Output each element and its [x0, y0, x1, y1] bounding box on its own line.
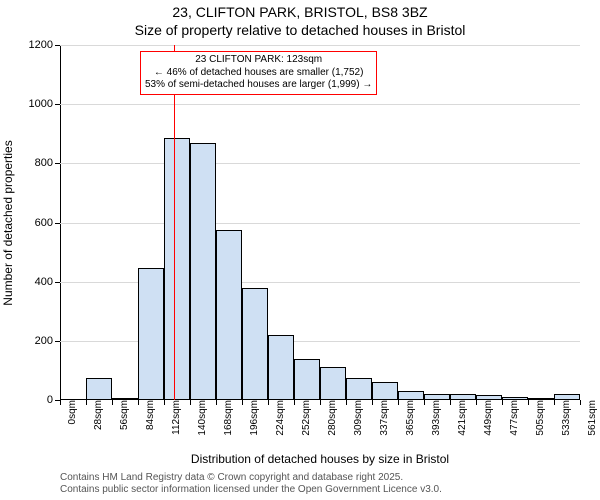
x-tick-label: 421sqm [453, 400, 468, 436]
histogram-bar [398, 391, 424, 400]
y-tick-label: 600 [35, 217, 60, 229]
chart-title: 23, CLIFTON PARK, BRISTOL, BS8 3BZ Size … [0, 4, 600, 39]
histogram-bar [242, 288, 268, 400]
x-tick [476, 400, 477, 405]
x-tick [242, 400, 243, 405]
y-tick-label: 800 [35, 157, 60, 169]
x-axis-title: Distribution of detached houses by size … [60, 452, 580, 466]
y-tick-label: 1000 [29, 98, 60, 110]
chart-container: 23, CLIFTON PARK, BRISTOL, BS8 3BZ Size … [0, 0, 600, 500]
footer-line-1: Contains HM Land Registry data © Crown c… [60, 472, 442, 484]
x-tick [190, 400, 191, 405]
x-tick-label: 505sqm [531, 400, 546, 436]
y-tick-label: 1200 [29, 39, 60, 51]
grid-line [60, 45, 580, 46]
histogram-bar [138, 268, 164, 400]
x-tick-label: 28sqm [89, 400, 104, 430]
x-tick [164, 400, 165, 405]
y-axis-title: Number of detached properties [1, 140, 15, 305]
plot-area: 0200400600800100012000sqm28sqm56sqm84sqm… [60, 45, 580, 400]
x-tick [502, 400, 503, 405]
x-tick [450, 400, 451, 405]
title-line-1: 23, CLIFTON PARK, BRISTOL, BS8 3BZ [0, 4, 600, 22]
histogram-bar [268, 335, 294, 400]
title-line-2: Size of property relative to detached ho… [0, 22, 600, 40]
histogram-bar [294, 359, 320, 400]
grid-line [60, 223, 580, 224]
x-tick [138, 400, 139, 405]
x-tick-label: 365sqm [401, 400, 416, 436]
x-tick-label: 168sqm [219, 400, 234, 436]
reference-line [174, 45, 175, 400]
x-tick-label: 224sqm [271, 400, 286, 436]
x-tick [216, 400, 217, 405]
attribution-footer: Contains HM Land Registry data © Crown c… [60, 472, 442, 496]
x-tick [580, 400, 581, 405]
x-tick [60, 400, 61, 405]
annotation-line: 53% of semi-detached houses are larger (… [145, 79, 372, 92]
histogram-bar [190, 143, 216, 400]
x-tick-label: 449sqm [479, 400, 494, 436]
annotation-line: 23 CLIFTON PARK: 123sqm [145, 54, 372, 67]
histogram-bar [86, 378, 112, 400]
grid-line [60, 104, 580, 105]
x-tick-label: 337sqm [375, 400, 390, 436]
x-tick-label: 561sqm [583, 400, 598, 436]
x-tick-label: 0sqm [63, 400, 78, 424]
x-tick [112, 400, 113, 405]
histogram-bar [346, 378, 372, 400]
annotation-line: ← 46% of detached houses are smaller (1,… [145, 67, 372, 80]
y-tick-label: 400 [35, 276, 60, 288]
histogram-bar [164, 138, 190, 400]
x-tick [372, 400, 373, 405]
x-tick [86, 400, 87, 405]
x-tick [398, 400, 399, 405]
x-tick [320, 400, 321, 405]
x-tick-label: 477sqm [505, 400, 520, 436]
grid-line [60, 163, 580, 164]
x-tick-label: 84sqm [141, 400, 156, 430]
x-tick [346, 400, 347, 405]
x-tick-label: 140sqm [193, 400, 208, 436]
x-tick-label: 196sqm [245, 400, 260, 436]
y-tick-label: 0 [47, 394, 60, 406]
x-tick-label: 280sqm [323, 400, 338, 436]
histogram-bar [216, 230, 242, 400]
x-tick-label: 112sqm [167, 400, 182, 435]
x-tick-label: 252sqm [297, 400, 312, 436]
x-tick [554, 400, 555, 405]
annotation-box: 23 CLIFTON PARK: 123sqm← 46% of detached… [140, 51, 377, 95]
histogram-bar [372, 382, 398, 400]
y-tick-label: 200 [35, 335, 60, 347]
x-tick [294, 400, 295, 405]
x-tick [268, 400, 269, 405]
x-tick-label: 309sqm [349, 400, 364, 436]
footer-line-2: Contains public sector information licen… [60, 484, 442, 496]
histogram-bar [320, 367, 346, 400]
x-tick-label: 56sqm [115, 400, 130, 430]
x-tick-label: 533sqm [557, 400, 572, 436]
x-tick [528, 400, 529, 405]
x-tick [424, 400, 425, 405]
x-tick-label: 393sqm [427, 400, 442, 436]
